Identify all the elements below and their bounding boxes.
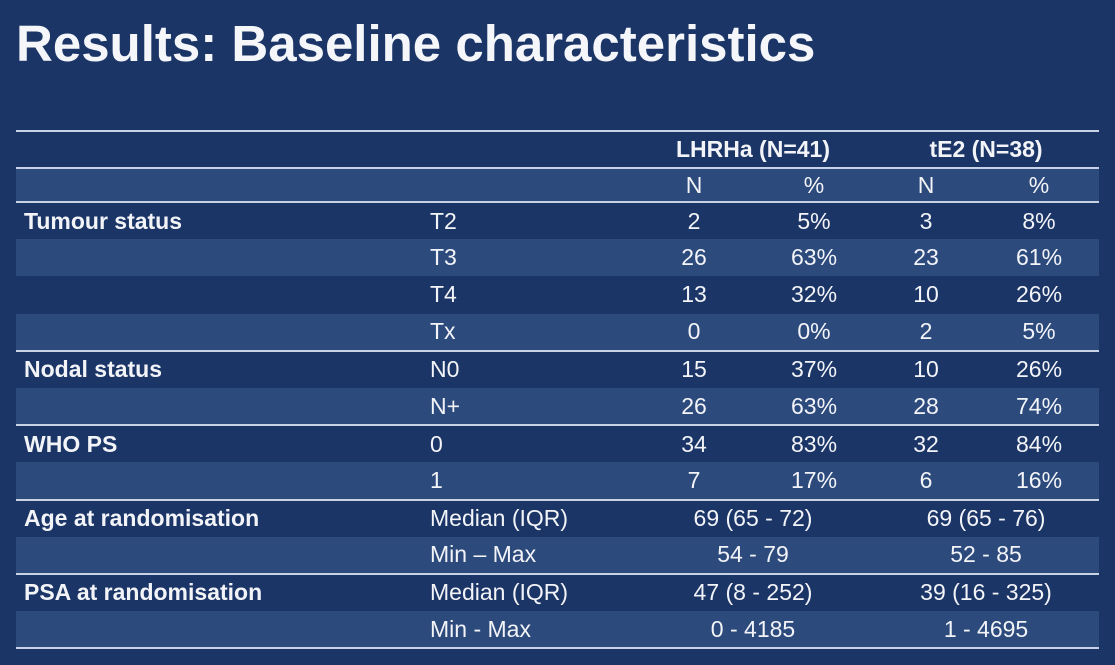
row-label [16,387,420,426]
cell-te2-n: 10 [913,281,939,308]
cell-lhrha-pct: 83% [755,424,874,463]
subheader-pct-lhrha: % [755,167,874,203]
row-sublabel: T3 [420,239,633,277]
cell-te2-pct: 5% [979,313,1100,351]
header-empty-cell [420,130,633,168]
cell-lhrha-n: 26 [633,387,755,426]
row-label [16,462,420,500]
cell-lhrha-pct: 37% [755,349,874,388]
cell-te2-pct: 61% [979,239,1100,277]
row-label: Nodal status [16,349,420,388]
cell-te2-n: 10 [873,349,980,388]
table-row: Age at randomisation Median (IQR) 69 (65… [16,498,1100,537]
cell-lhrha-n: 7 [633,462,755,500]
header-row-groups: LHRHa (N=41) tE2 (N=38) [16,130,1100,168]
row-label: Tumour status [24,207,183,234]
cell-lhrha-n: 15 [633,349,755,388]
header-empty-cell [16,167,420,203]
row-sublabel: N0 [420,349,633,388]
cell-te2-pct: 84% [979,424,1100,463]
cell-te2-pct: 8% [1022,207,1056,234]
cell-te2-summary: 69 (65 - 76) [873,498,1100,537]
table-row: PSA at randomisation Median (IQR) 47 (8 … [16,572,1100,612]
table-row: Tumour status T2 2 5% 3 8% [16,202,1099,239]
row-sublabel: Median (IQR) [420,498,633,537]
header-empty-cell [420,167,633,203]
cell-te2-n: 28 [873,387,980,426]
row-label [16,276,420,313]
cell-te2-summary: 1 - 4695 [873,611,1100,650]
row-label: WHO PS [16,424,420,463]
table-row: N+ 26 63% 28 74% [16,387,1100,426]
cell-lhrha-summary: 69 (65 - 72) [633,498,874,537]
row-sublabel: N+ [420,387,633,426]
row-sublabel: T4 [430,281,457,308]
row-label: Age at randomisation [16,498,420,537]
table-row: Min – Max 54 - 79 52 - 85 [16,536,1100,574]
cell-lhrha-summary: 47 (8 - 252) [633,572,874,612]
cell-lhrha-pct: 63% [755,239,874,277]
row-sublabel: Min - Max [420,611,633,650]
subheader-pct-te2: % [979,167,1100,203]
cell-lhrha-pct: 0% [755,313,874,351]
cell-lhrha-summary: 0 - 4185 [633,611,874,650]
header-empty-cell [16,130,420,168]
cell-te2-pct: 26% [979,349,1100,388]
table-row: T4 13 32% 10 26% [16,276,1099,313]
row-label [16,313,420,351]
cell-te2-n: 3 [919,207,933,234]
cell-lhrha-n: 2 [687,207,701,234]
cell-te2-pct: 74% [979,387,1100,426]
row-label: PSA at randomisation [16,572,420,612]
table-row: 1 7 17% 6 16% [16,462,1100,500]
cell-lhrha-n: 0 [633,313,755,351]
row-sublabel: T2 [430,207,457,234]
row-sublabel: Tx [420,313,633,351]
table-row: Nodal status N0 15 37% 10 26% [16,349,1100,388]
subheader-n-lhrha: N [633,167,755,203]
cell-te2-n: 6 [873,462,980,500]
row-label [16,536,420,574]
cell-lhrha-summary: 54 - 79 [633,536,874,574]
cell-lhrha-pct: 17% [755,462,874,500]
header-row-subheaders: N % N % [16,167,1100,203]
cell-lhrha-n: 26 [633,239,755,277]
row-sublabel: Median (IQR) [420,572,633,612]
row-sublabel: Min – Max [420,536,633,574]
table-row: Tx 0 0% 2 5% [16,313,1100,351]
group-header-lhrha: LHRHa (N=41) [633,130,874,168]
cell-lhrha-pct: 63% [755,387,874,426]
cell-te2-n: 32 [873,424,980,463]
row-label [16,239,420,277]
cell-te2-pct: 16% [979,462,1100,500]
cell-lhrha-n: 34 [633,424,755,463]
baseline-characteristics-table: LHRHa (N=41) tE2 (N=38) N % N % Tumour s… [16,130,1100,650]
cell-lhrha-pct: 32% [790,281,838,308]
table-row: WHO PS 0 34 83% 32 84% [16,424,1100,463]
cell-te2-summary: 39 (16 - 325) [873,572,1100,612]
baseline-table-container: LHRHa (N=41) tE2 (N=38) N % N % Tumour s… [16,130,1100,650]
cell-lhrha-pct: 5% [797,207,831,234]
row-sublabel: 0 [420,424,633,463]
row-label [16,611,420,650]
row-sublabel: 1 [420,462,633,500]
cell-te2-n: 2 [873,313,980,351]
cell-te2-n: 23 [873,239,980,277]
cell-lhrha-n: 13 [681,281,707,308]
table-row: T3 26 63% 23 61% [16,239,1100,277]
page-title: Results: Baseline characteristics [16,15,816,72]
subheader-n-te2: N [873,167,980,203]
cell-te2-summary: 52 - 85 [873,536,1100,574]
table-row: Min - Max 0 - 4185 1 - 4695 [16,611,1100,650]
group-header-te2: tE2 (N=38) [873,130,1100,168]
cell-te2-pct: 26% [1015,281,1063,308]
